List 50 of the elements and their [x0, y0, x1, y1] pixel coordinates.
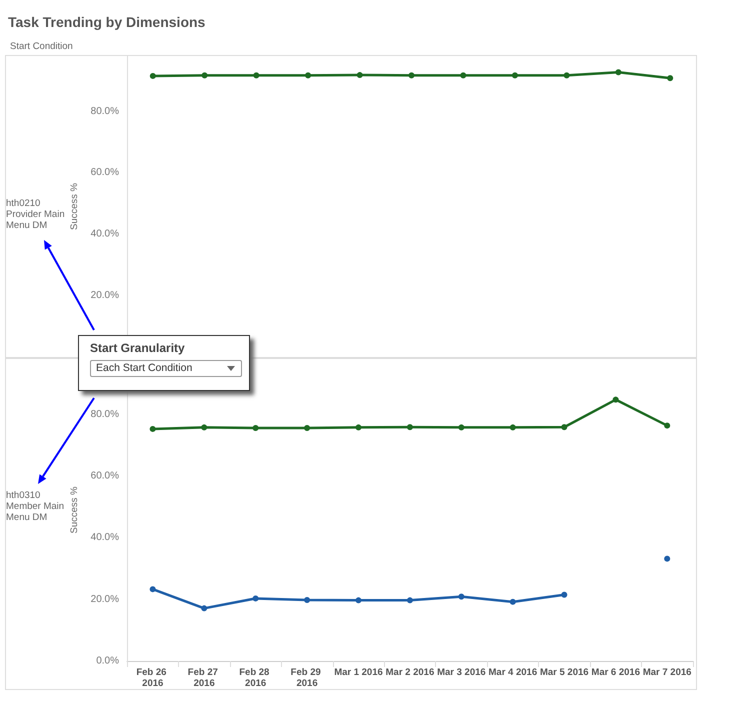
y-tick-label: 80.0% [90, 106, 120, 117]
point [252, 425, 259, 432]
point [664, 422, 670, 429]
point [510, 598, 516, 605]
point [252, 595, 259, 602]
y-tick-label: 20.0% [90, 290, 120, 302]
y-tick-label: 20.0% [90, 594, 120, 605]
y-tick-label: 80.0% [90, 408, 120, 420]
chart-title: Task Trending by Dimensions [8, 14, 206, 30]
point [406, 424, 413, 430]
y-axis-title: Success % [69, 182, 80, 230]
point [458, 424, 464, 430]
point [510, 424, 516, 430]
point [304, 596, 310, 603]
text: hth0310 Member Main Menu DM [6, 490, 66, 523]
y-tick-label: 40.0% [90, 228, 120, 240]
x-tick-label: Mar 5 2016 [540, 667, 589, 678]
point [201, 424, 208, 430]
x-tick-label: Feb 28 2016 [239, 667, 272, 689]
x-tick-label: Mar 6 2016 [591, 667, 640, 678]
x-tick-label: Mar 4 2016 [488, 667, 538, 678]
point [406, 597, 413, 604]
y-tick-label: 60.0% [90, 470, 120, 482]
x-tick-label: Mar 7 2016 [642, 667, 692, 678]
x-tick-label: Feb 29 2016 [290, 667, 324, 689]
point [458, 594, 464, 600]
point [304, 425, 310, 432]
y-axis-title: Success % [69, 486, 80, 534]
popup-panel: Start Granularity Each Start Condition [78, 335, 250, 391]
text: Start Condition [10, 41, 73, 52]
text: hth0210 Provider Main Menu DM [6, 198, 66, 231]
dropdown: Each Start Condition [90, 360, 242, 377]
x-tick-label: Mar 2 2016 [386, 667, 434, 678]
x-tick-label: Feb 26 2016 [136, 667, 170, 689]
point [664, 556, 670, 562]
x-tick-label: Mar 1 2016 [334, 667, 383, 678]
y-tick-label: 0.0% [96, 656, 120, 666]
x-tick-label: Feb 27 2016 [188, 667, 221, 689]
point [561, 424, 568, 430]
y-tick-label: 40.0% [90, 532, 120, 544]
y-tick-label: 60.0% [90, 167, 120, 178]
point [612, 396, 619, 403]
point [561, 592, 568, 598]
point [150, 586, 156, 592]
annotation: Start Granularity [90, 341, 185, 355]
x-tick-label: Mar 3 2016 [437, 667, 486, 678]
point [201, 605, 208, 612]
point [355, 424, 362, 430]
point [355, 597, 362, 604]
point [150, 426, 156, 432]
